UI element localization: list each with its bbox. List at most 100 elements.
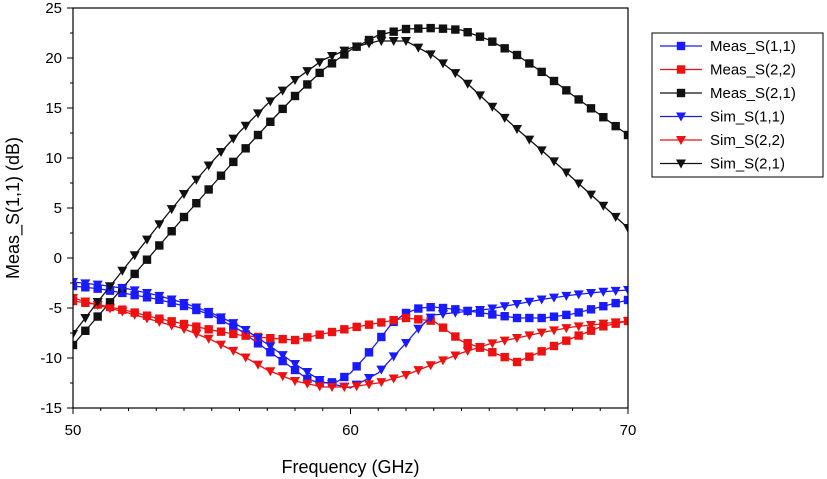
data-point [92,298,103,307]
data-point [562,86,571,95]
data-point [376,378,387,388]
data-point [536,328,547,338]
data-point [142,255,152,264]
data-point [401,313,411,323]
data-point [203,334,214,344]
data-point [462,307,473,317]
data-point [536,146,547,156]
data-point [537,347,546,356]
legend-item: Meas_S(2,2) [660,62,796,79]
data-point [216,148,226,157]
data-point [277,86,288,96]
data-point [462,347,473,356]
data-point [277,372,288,382]
data-point [549,326,559,336]
data-point [130,269,139,279]
data-point [129,251,140,261]
x-axis-title: Frequency (GHz) [281,457,419,477]
data-point [598,201,609,211]
data-point [512,300,522,309]
data-point [216,340,226,350]
series-Sim_S(2,1) [73,37,628,339]
data-point [451,25,460,34]
data-point [487,102,498,112]
series-line [73,300,628,363]
data-point [203,307,214,317]
legend-marker [676,65,686,74]
data-point [401,339,411,348]
data-point [191,329,202,339]
data-point [500,44,509,53]
series-line [73,40,628,335]
data-point [179,325,189,334]
data-point [179,319,189,329]
data-point [377,318,386,327]
legend-label: Meas_S(2,2) [710,62,796,79]
data-point [438,323,448,332]
data-point [488,310,497,319]
plot-area [73,23,628,392]
data-point [549,157,559,167]
data-point [574,308,583,317]
data-point [586,104,596,113]
data-point [562,310,571,320]
data-point [290,76,300,85]
data-point [414,24,423,33]
data-point [487,339,498,349]
data-point [81,326,90,335]
data-point [166,321,177,331]
data-point [167,317,176,326]
data-point [488,348,497,357]
legend-marker [676,136,686,145]
data-point [129,310,140,320]
data-point [155,241,164,250]
data-point [574,331,583,340]
data-point [364,39,374,49]
data-point [425,313,436,323]
data-point [586,305,596,314]
data-point [117,307,128,317]
data-point [216,327,226,336]
data-point [340,372,349,382]
data-point [265,342,276,352]
x-tick-label: 70 [620,422,637,439]
data-point [314,58,325,68]
data-point [586,326,596,335]
data-point [586,289,596,298]
data-point [623,130,628,140]
data-point [142,314,152,324]
data-point [463,28,472,37]
data-point [599,302,608,311]
x-tick-label: 50 [65,422,82,439]
data-point [401,24,411,34]
y-tick-label: 15 [45,100,62,117]
legend-marker [676,112,686,122]
data-point [376,37,387,46]
data-point [253,334,263,343]
data-point [265,97,276,107]
y-tick-label: -10 [40,350,62,367]
data-point [524,135,535,145]
data-point [413,43,424,53]
data-point [536,295,547,305]
legend-label: Sim_S(2,1) [710,156,785,173]
data-point [266,117,275,126]
series-Meas_S(2,1) [73,23,628,350]
data-point [388,37,399,46]
data-point [315,330,324,339]
data-point [240,121,251,131]
legend-marker [676,159,686,169]
legend-marker [676,41,686,51]
y-tick-label: 10 [45,150,62,167]
legend-item: Sim_S(2,2) [660,132,785,149]
data-point [561,291,572,301]
data-point [475,306,485,315]
data-point [450,308,461,318]
data-point [92,280,103,290]
data-point [105,304,115,314]
data-point [351,382,362,392]
series-line [73,27,628,346]
data-point [265,367,276,377]
data-point [352,362,361,371]
